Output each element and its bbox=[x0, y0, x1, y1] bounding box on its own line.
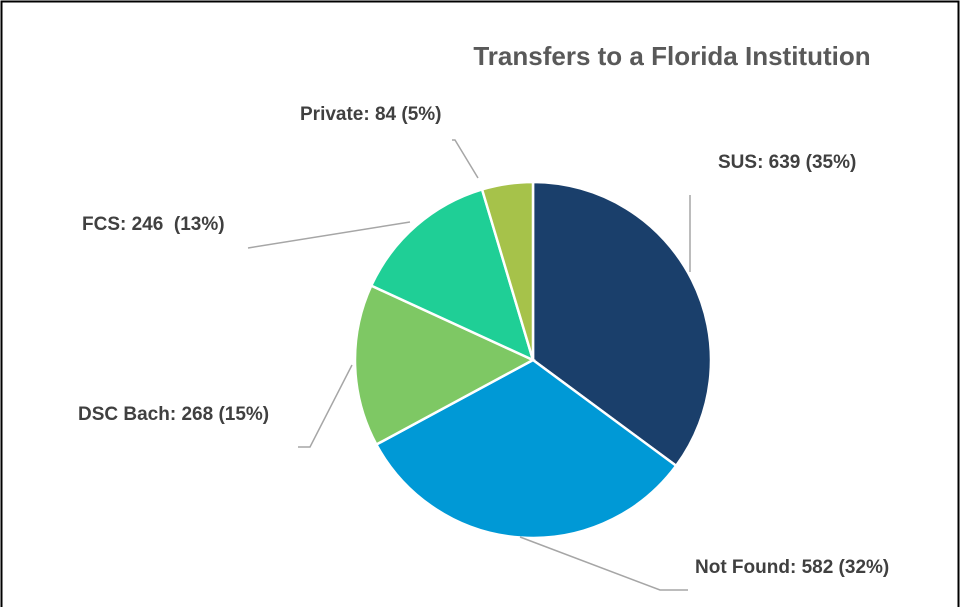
pie-slice bbox=[480, 180, 535, 361]
leader-line bbox=[452, 139, 479, 179]
data-label: FCS: 246 (13%) bbox=[82, 214, 225, 235]
data-label: Not Found: 582 (32%) bbox=[695, 557, 889, 578]
data-label: SUS: 639 (35%) bbox=[718, 152, 856, 173]
data-label: Private: 84 (5%) bbox=[300, 104, 442, 125]
data-label: DSC Bach: 268 (15%) bbox=[78, 404, 269, 425]
pie-slice bbox=[531, 180, 713, 468]
leader-line bbox=[247, 221, 411, 249]
leader-line bbox=[519, 536, 688, 591]
leader-line bbox=[298, 364, 353, 448]
chart-title: Transfers to a Florida Institution bbox=[473, 41, 870, 71]
pie-slice bbox=[353, 283, 536, 447]
pie-slice bbox=[369, 187, 535, 363]
